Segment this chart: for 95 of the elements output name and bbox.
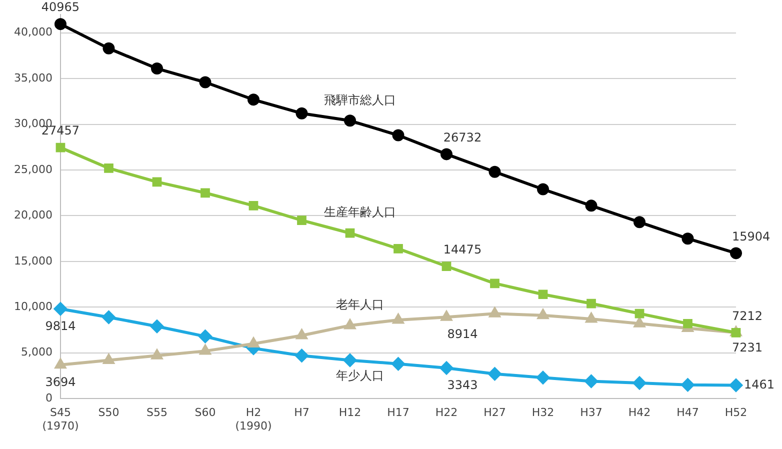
point <box>489 308 500 318</box>
series-label: 年少人口 <box>336 368 384 382</box>
data-label: 8914 <box>447 327 478 342</box>
point <box>54 302 67 316</box>
point <box>345 228 355 238</box>
data-label: 9814 <box>45 318 76 333</box>
point <box>634 318 645 328</box>
point <box>198 330 212 343</box>
y-tick-label: 10,000 <box>14 300 52 314</box>
point <box>633 376 646 390</box>
point <box>296 330 308 340</box>
point <box>586 313 597 323</box>
point <box>683 318 692 328</box>
point <box>102 310 116 324</box>
point <box>295 349 308 362</box>
point <box>199 76 212 88</box>
point <box>488 166 501 178</box>
x-tick-label: H52 <box>724 406 748 420</box>
point <box>681 378 694 392</box>
x-tick-label: S50 <box>98 406 120 420</box>
point <box>440 362 453 375</box>
point <box>152 350 162 360</box>
point <box>56 142 66 152</box>
y-tick-label: 35,000 <box>14 71 52 84</box>
point <box>585 200 598 212</box>
x-tick-label: H2 (1990) <box>235 406 272 432</box>
x-tick-label: H17 <box>387 406 410 420</box>
x-tick-label: H7 <box>294 406 310 420</box>
y-tick-label: 20,000 <box>14 208 52 222</box>
point <box>538 290 548 300</box>
x-tick-label: H42 <box>628 406 651 420</box>
point <box>584 374 598 388</box>
point <box>586 298 596 308</box>
point <box>104 164 114 173</box>
point <box>730 378 742 392</box>
point <box>344 114 356 127</box>
point <box>200 345 211 355</box>
point <box>248 201 258 210</box>
data-label: 15904 <box>732 229 770 244</box>
point <box>247 94 260 106</box>
point <box>248 338 259 348</box>
point <box>536 371 550 384</box>
x-tick-label: S55 <box>146 406 168 420</box>
point <box>392 314 404 324</box>
point <box>682 232 694 245</box>
x-tick-label: H47 <box>676 406 699 420</box>
point <box>150 320 164 333</box>
point <box>54 18 66 30</box>
point <box>441 311 452 321</box>
series-label: 飛騨市総人口 <box>324 92 396 107</box>
point <box>440 148 452 160</box>
data-label: 7231 <box>732 340 763 355</box>
x-tick-label: H37 <box>580 406 602 420</box>
y-tick-label: 15,000 <box>14 254 52 268</box>
point <box>103 354 114 364</box>
point <box>297 216 306 225</box>
x-tick-label: S60 <box>194 406 216 420</box>
point <box>344 319 356 330</box>
point <box>394 244 403 254</box>
y-tick-label: 40,000 <box>14 26 52 39</box>
x-tick-label: H12 <box>338 406 362 420</box>
point <box>102 42 115 54</box>
data-label: 40965 <box>41 0 80 14</box>
point <box>488 367 502 380</box>
y-tick-label: 5,000 <box>20 346 52 359</box>
point <box>442 262 452 271</box>
point <box>490 278 500 288</box>
point <box>152 177 162 187</box>
data-label: 26732 <box>443 130 482 144</box>
x-tick-label: S45 (1970) <box>42 406 79 432</box>
point <box>150 62 163 75</box>
data-label: 3343 <box>447 378 478 392</box>
point <box>392 129 404 142</box>
y-tick-label: 25,000 <box>14 162 52 176</box>
data-label: 1461 <box>744 377 775 392</box>
x-tick-label: H22 <box>435 406 458 420</box>
point <box>343 354 356 367</box>
series-label: 生産年齢人口 <box>324 205 396 220</box>
point <box>296 107 308 120</box>
series-label: 老年人口 <box>336 298 384 312</box>
point <box>200 188 210 198</box>
point <box>634 216 646 228</box>
y-tick-label: 0 <box>45 391 52 404</box>
point <box>538 309 548 320</box>
x-tick-label: H27 <box>484 406 506 420</box>
point <box>392 357 405 370</box>
point <box>536 183 549 196</box>
point <box>731 328 741 338</box>
data-label: 3694 <box>45 374 76 389</box>
point <box>634 308 644 318</box>
point <box>55 358 66 369</box>
data-label: 7212 <box>732 308 763 323</box>
x-tick-label: H32 <box>532 406 554 420</box>
data-label: 14475 <box>443 242 482 256</box>
point <box>730 247 742 260</box>
